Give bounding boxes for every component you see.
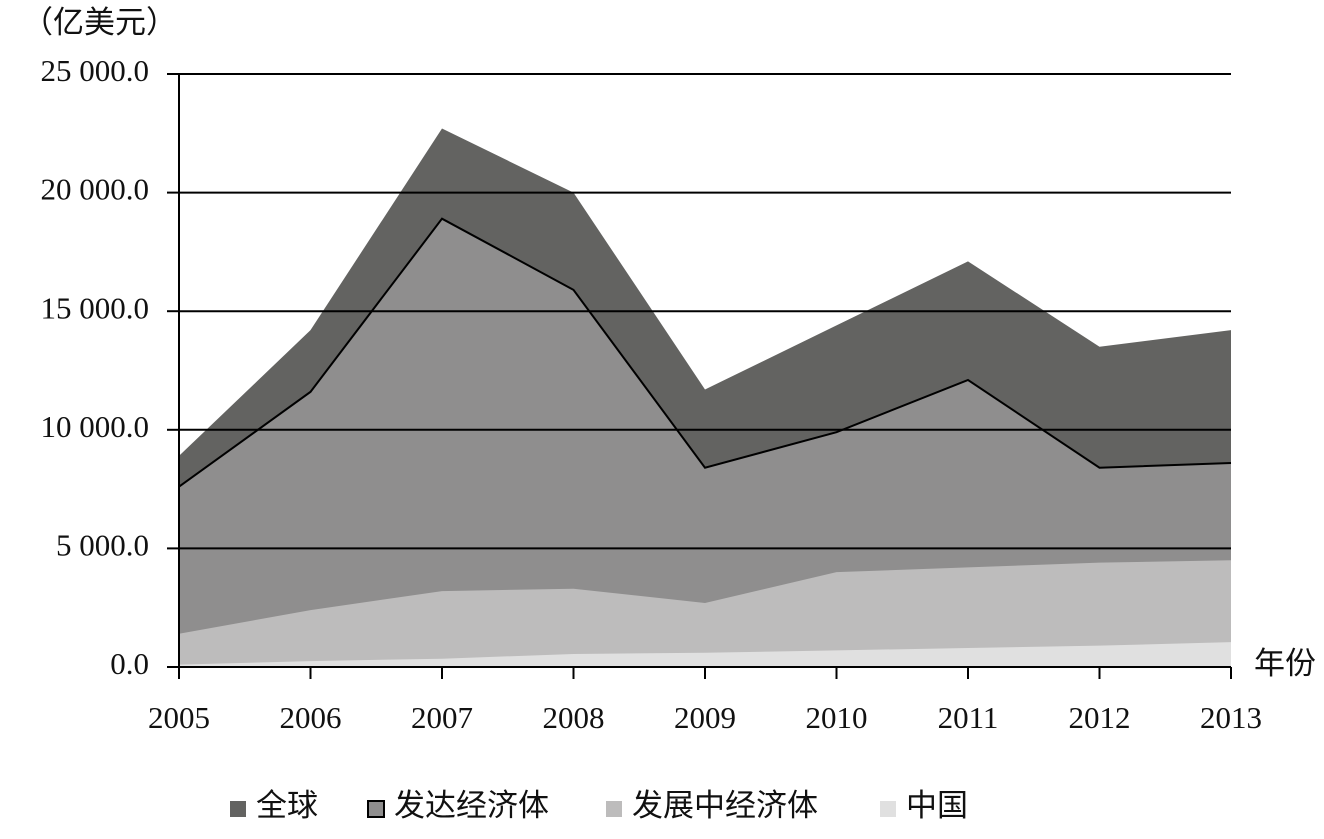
legend-swatch [230,801,246,817]
x-tick-label: 2006 [280,700,342,735]
legend-label: 全球 [256,788,318,823]
x-tick-label: 2008 [543,700,605,735]
x-tick-label: 2005 [148,700,210,735]
x-tick-label: 2012 [1069,700,1131,735]
area [179,560,1231,667]
y-tick-label: 0.0 [110,646,149,681]
x-tick-label: 2013 [1200,700,1262,735]
legend-swatch [367,800,385,818]
y-tick-label: 20 000.0 [41,172,150,207]
x-tick-label: 2010 [806,700,868,735]
legend-swatch [606,801,622,817]
area [179,218,1231,667]
y-tick-label: 15 000.0 [41,290,150,325]
y-axis-label: （亿美元） [22,5,177,40]
area [179,642,1231,667]
area-outline [178,217,1232,488]
legend-label: 发达经济体 [394,788,549,823]
x-tick-label: 2011 [938,700,999,735]
legend-label: 中国 [906,788,968,823]
x-axis-label: 年份 [1254,646,1316,681]
legend-label: 发展中经济体 [632,788,818,823]
x-tick-label: 2007 [411,700,473,735]
y-tick-label: 5 000.0 [56,528,149,563]
y-tick-label: 10 000.0 [41,409,150,444]
y-tick-label: 25 000.0 [41,53,150,88]
legend-swatch [880,801,896,817]
x-tick-label: 2009 [674,700,736,735]
